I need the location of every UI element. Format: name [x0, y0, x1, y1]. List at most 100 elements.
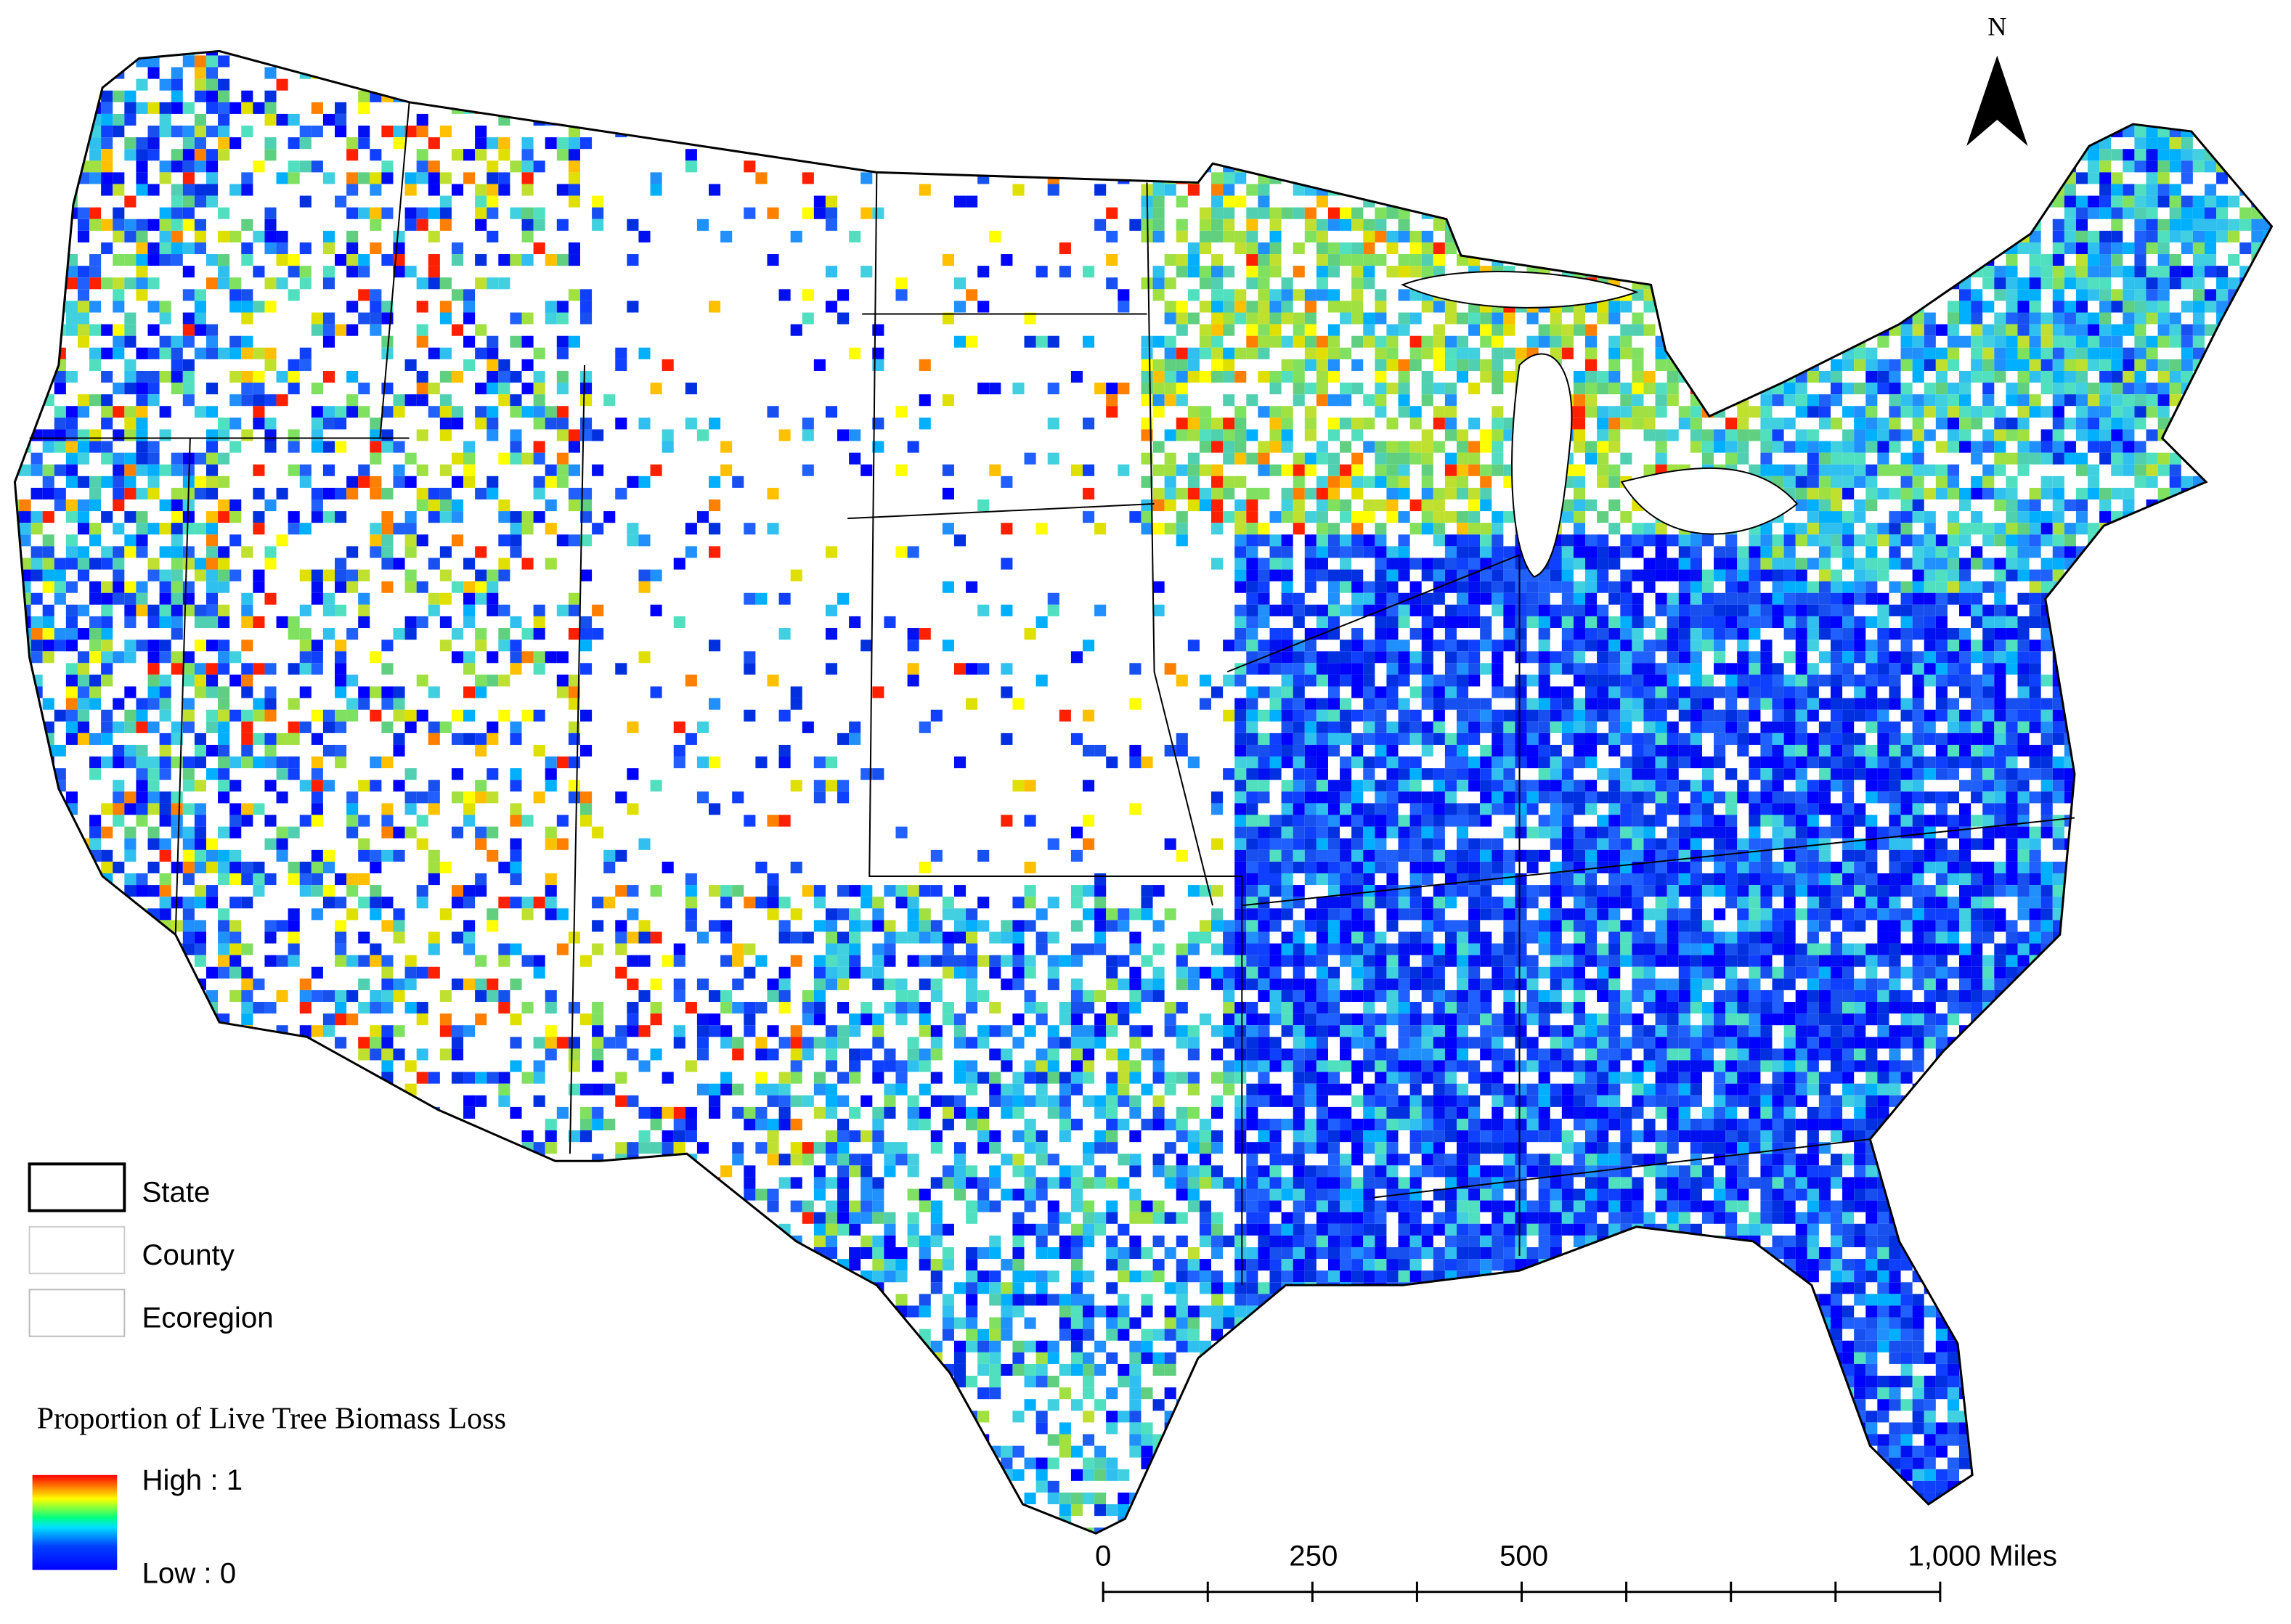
raster-cell [2204, 219, 2217, 231]
raster-cell [2017, 67, 2030, 79]
raster-cell [1818, 184, 1831, 196]
raster-cell [381, 429, 394, 441]
raster-cell [662, 441, 674, 453]
raster-cell [1900, 277, 1913, 290]
raster-cell [358, 383, 370, 395]
raster-cell [1304, 464, 1317, 476]
raster-cell [2181, 172, 2193, 184]
raster-cell [404, 78, 417, 91]
raster-cell [2017, 616, 2030, 629]
raster-cell [113, 592, 125, 605]
raster-cell [1842, 523, 1855, 535]
raster-cell [1375, 301, 1387, 313]
raster-cell [2040, 511, 2053, 523]
raster-cell [2040, 335, 2053, 348]
raster-cell [1935, 441, 1948, 453]
raster-cell [1585, 55, 1598, 68]
raster-cell [2040, 266, 2053, 278]
raster-cell [2263, 511, 2272, 523]
raster-cell [77, 523, 90, 535]
raster-cell [1667, 383, 1679, 395]
raster-cell [1865, 523, 1878, 535]
raster-cell [1830, 383, 1843, 395]
raster-cell [1772, 581, 1784, 593]
raster-cell [2064, 67, 2076, 79]
raster-cell [1503, 78, 1515, 91]
raster-cell [171, 347, 183, 359]
raster-cell [77, 429, 90, 441]
raster-cell [1783, 464, 1796, 476]
raster-cell [241, 289, 253, 301]
raster-cell [1082, 487, 1095, 499]
raster-cell [2134, 464, 2146, 476]
raster-cell [463, 592, 476, 605]
raster-cell [1316, 511, 1328, 523]
raster-cell [1994, 289, 2006, 301]
raster-cell [147, 394, 160, 407]
raster-cell [1900, 616, 1913, 629]
raster-cell [42, 569, 54, 582]
raster-cell [1269, 266, 1282, 278]
raster-cell [1795, 558, 1807, 570]
raster-cell [1433, 51, 1445, 56]
raster-cell [1924, 195, 1936, 208]
raster-cell [2064, 417, 2076, 430]
raster-cell [1912, 55, 1924, 68]
raster-cell [1737, 172, 1749, 184]
raster-cell [1573, 429, 1586, 441]
raster-cell [1258, 441, 1270, 453]
raster-cell [1620, 78, 1632, 91]
raster-cell [1807, 230, 1819, 242]
raster-cell [2123, 604, 2135, 616]
raster-cell [1398, 406, 1410, 418]
raster-cell [579, 137, 593, 150]
raster-cell [30, 523, 43, 535]
raster-cell [1725, 616, 1738, 629]
raster-cell [2192, 195, 2205, 208]
raster-cell [1561, 604, 1574, 616]
raster-cell [54, 429, 66, 441]
raster-cell [1223, 126, 1235, 138]
raster-cell [428, 184, 440, 196]
raster-cell [2040, 523, 2053, 535]
raster-cell [2239, 417, 2252, 430]
raster-cell [1795, 78, 1807, 91]
raster-cell [1912, 592, 1924, 605]
raster-cell [1643, 569, 1656, 582]
raster-cell [194, 184, 206, 196]
raster-cell [229, 335, 242, 348]
raster-cell [966, 195, 978, 208]
raster-cell [2251, 452, 2263, 465]
raster-cell [346, 266, 359, 278]
raster-cell [1982, 55, 1995, 68]
raster-cell [1900, 383, 1913, 395]
raster-cell [1749, 230, 1761, 242]
raster-cell [1223, 370, 1235, 383]
raster-cell [1830, 301, 1843, 313]
raster-cell [1971, 604, 1983, 616]
raster-cell [276, 616, 288, 629]
raster-cell [194, 487, 206, 499]
raster-cell [521, 312, 534, 325]
raster-cell [510, 452, 522, 465]
raster-cell [2181, 546, 2193, 558]
raster-cell [1293, 312, 1305, 325]
raster-cell [662, 55, 674, 68]
raster-cell [1152, 149, 1165, 161]
raster-cell [1818, 511, 1831, 523]
raster-cell [416, 126, 428, 138]
raster-cell [218, 558, 230, 570]
raster-cell [1421, 616, 1433, 629]
raster-cell [147, 242, 160, 255]
raster-cell [182, 172, 195, 184]
raster-cell [2111, 266, 2123, 278]
raster-cell [1269, 417, 1282, 430]
raster-cell [1947, 394, 1960, 407]
raster-cell [1141, 359, 1153, 371]
raster-cell [1503, 324, 1515, 336]
raster-cell [2275, 79, 2287, 91]
raster-cell [1152, 394, 1165, 407]
raster-cell [136, 464, 148, 476]
raster-cell [1258, 55, 1270, 68]
raster-cell [2099, 487, 2112, 499]
